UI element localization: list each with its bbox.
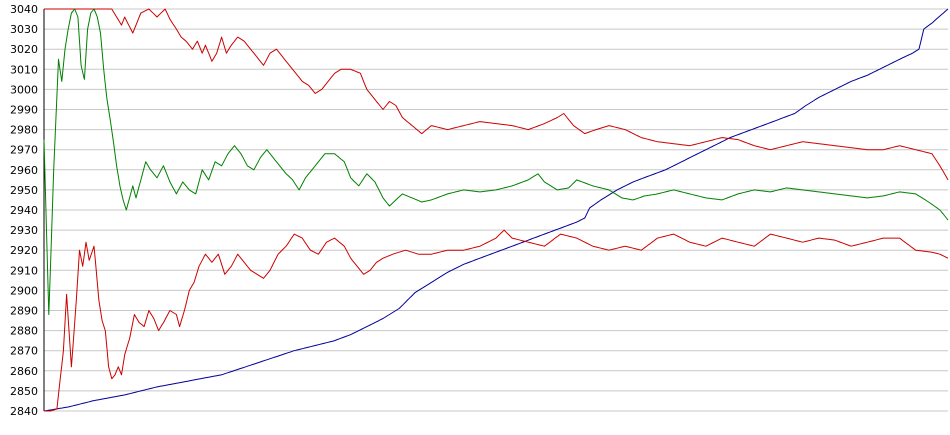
y-tick-label: 3040 [10, 3, 38, 16]
y-tick-label: 2870 [10, 345, 38, 358]
y-tick-label: 2930 [10, 224, 38, 237]
y-tick-label: 2910 [10, 264, 38, 277]
y-tick-labels: 3040 3030 3020 3010 3000 2990 2980 2970 2960 2950… [10, 3, 38, 418]
y-tick-label: 2850 [10, 385, 38, 398]
y-tick-label: 2920 [10, 244, 38, 257]
y-tick-label: 2940 [10, 204, 38, 217]
y-tick-label: 3030 [10, 23, 38, 36]
y-tick-label: 2970 [10, 144, 38, 157]
y-tick-label: 2890 [10, 305, 38, 318]
y-tick-label: 3020 [10, 43, 38, 56]
grid-lines [44, 8, 948, 412]
y-tick-label: 2840 [10, 405, 38, 418]
y-tick-label: 3000 [10, 83, 38, 96]
y-tick-label: 2980 [10, 124, 38, 137]
series-line-2 [44, 8, 949, 181]
series-line-4 [44, 229, 949, 412]
series-lines [43, 8, 949, 412]
series-line-3 [43, 8, 949, 315]
y-tick-label: 2950 [10, 184, 38, 197]
y-tick-label: 2960 [10, 164, 38, 177]
series-line-1 [43, 8, 949, 412]
y-tick-label: 3010 [10, 63, 38, 76]
y-tick-label: 2990 [10, 104, 38, 117]
y-tick-label: 2860 [10, 365, 38, 378]
y-tick-label: 2880 [10, 325, 38, 338]
y-tick-label: 2900 [10, 284, 38, 297]
